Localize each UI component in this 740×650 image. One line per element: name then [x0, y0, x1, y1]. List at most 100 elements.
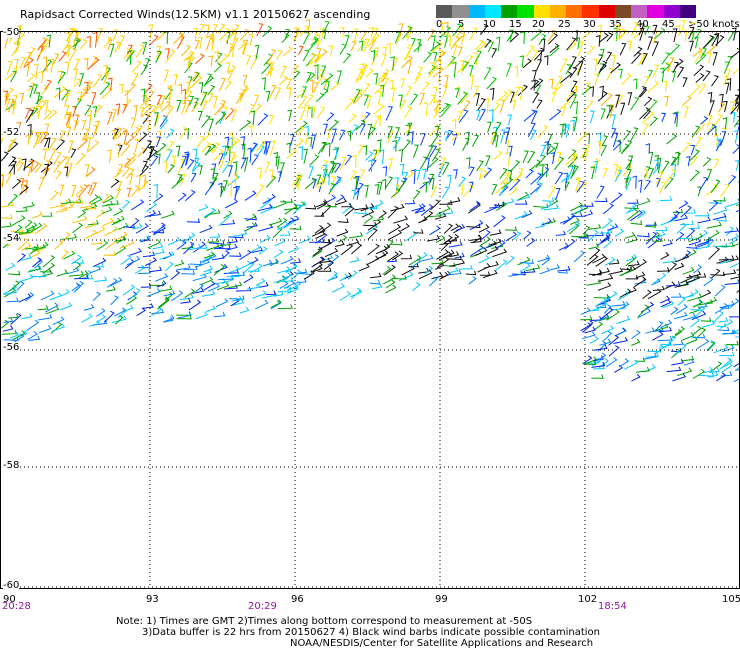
wind-barb	[207, 237, 220, 243]
wind-barb	[155, 273, 169, 282]
wind-barb	[376, 90, 382, 105]
wind-barb	[214, 311, 226, 318]
wind-barb	[251, 154, 259, 166]
wind-barb	[12, 330, 26, 341]
wind-barb	[215, 52, 223, 63]
wind-barb	[432, 66, 444, 78]
wind-barb	[433, 106, 442, 119]
wind-barb	[529, 183, 542, 196]
wind-barb	[651, 277, 661, 286]
wind-barb	[367, 123, 373, 140]
wind-barb	[469, 219, 484, 231]
wind-barb	[3, 90, 8, 105]
wind-barb	[645, 327, 655, 334]
wind-barb	[24, 243, 40, 250]
wind-barb	[592, 253, 606, 264]
wind-barb	[316, 199, 328, 208]
wind-barb	[280, 198, 293, 203]
wind-barb	[148, 24, 154, 39]
wind-barb	[563, 172, 569, 188]
wind-barb	[15, 207, 28, 213]
wind-barb	[19, 56, 27, 69]
wind-barb	[179, 293, 194, 301]
wind-barb	[11, 178, 22, 189]
wind-barb	[240, 143, 246, 159]
wind-barb	[43, 160, 51, 175]
wind-barb	[481, 229, 491, 241]
wind-barb	[53, 85, 67, 99]
wind-barb	[47, 137, 57, 151]
wind-barb	[495, 36, 501, 52]
wind-barb	[225, 28, 236, 43]
wind-barb	[201, 141, 211, 153]
wind-barb	[658, 326, 672, 333]
wind-barb	[387, 251, 399, 262]
wind-barb	[214, 50, 219, 65]
wind-barb	[630, 220, 643, 225]
wind-barb	[25, 134, 30, 145]
wind-barb	[641, 52, 648, 65]
wind-barb	[165, 149, 173, 163]
wind-barb	[546, 133, 553, 146]
wind-barb	[228, 165, 233, 177]
wind-barb	[505, 63, 512, 77]
wind-barb	[599, 338, 612, 346]
wind-barb	[29, 245, 39, 255]
wind-barb	[669, 43, 681, 56]
wind-barb	[142, 42, 148, 55]
wind-barb	[605, 51, 613, 62]
wind-barb	[218, 214, 230, 227]
wind-barb	[601, 218, 613, 230]
wind-barb	[328, 183, 336, 195]
wind-barb	[189, 95, 195, 106]
wind-barb	[400, 78, 406, 89]
wind-barb	[730, 272, 740, 280]
wind-barb	[13, 58, 19, 74]
wind-barb	[84, 221, 96, 229]
wind-barb	[339, 43, 347, 55]
wind-barb	[695, 73, 705, 83]
wind-barb	[682, 332, 695, 341]
wind-barb	[92, 125, 98, 139]
wind-barb	[731, 332, 740, 334]
wind-barb	[66, 163, 73, 178]
note-line-2: 3)Data buffer is 22 hrs from 20150627 4)…	[142, 627, 600, 638]
wind-barb	[10, 313, 22, 325]
wind-barb	[103, 36, 112, 48]
wind-barb	[114, 41, 121, 53]
wind-barb	[328, 45, 334, 56]
wind-barb	[694, 136, 702, 149]
wind-barb	[674, 280, 689, 288]
wind-barb	[452, 23, 462, 37]
wind-barb	[507, 169, 513, 181]
wind-barb	[19, 177, 25, 189]
wind-barb	[331, 283, 346, 293]
wind-barb	[23, 57, 34, 68]
wind-barb	[652, 64, 659, 78]
wind-barb	[50, 201, 64, 209]
wind-barb	[660, 319, 673, 329]
wind-barb	[672, 28, 678, 43]
wind-barb	[209, 233, 221, 238]
wind-barb	[368, 126, 377, 136]
map-title: Rapidsact Corrected Winds(12.5KM) v1.1 2…	[20, 8, 371, 21]
wind-barb	[103, 72, 109, 85]
wind-barb	[488, 238, 502, 246]
wind-barb	[219, 27, 231, 41]
wind-barb	[124, 83, 137, 97]
wind-barb	[203, 251, 215, 259]
wind-barb	[145, 120, 151, 133]
wind-barb	[344, 206, 355, 217]
wind-barb	[87, 57, 100, 71]
wind-barb	[491, 242, 504, 249]
wind-barb	[44, 302, 59, 313]
wind-barb	[707, 91, 713, 103]
wind-barb	[662, 257, 677, 264]
wind-barb	[44, 123, 50, 135]
wind-barb	[45, 305, 60, 315]
wind-barb	[8, 280, 20, 292]
wind-barb	[217, 182, 223, 195]
wind-barb	[409, 131, 414, 145]
wind-barb	[350, 41, 357, 52]
wind-barb	[156, 131, 163, 144]
